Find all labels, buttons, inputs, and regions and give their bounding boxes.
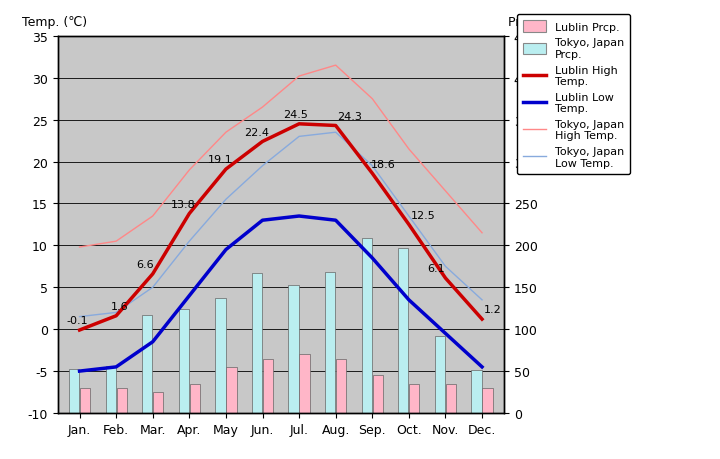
- Bar: [263, 359, 273, 413]
- Text: 6.1: 6.1: [427, 264, 445, 274]
- Legend: Lublin Prcp., Tokyo, Japan
Prcp., Lublin High
Temp., Lublin Low
Temp., Tokyo, Ja: Lublin Prcp., Tokyo, Japan Prcp., Lublin…: [517, 15, 631, 175]
- Bar: [472, 370, 482, 413]
- Text: 6.6: 6.6: [136, 260, 154, 269]
- Bar: [482, 388, 492, 413]
- Bar: [117, 388, 127, 413]
- Bar: [215, 298, 225, 413]
- Text: 13.8: 13.8: [171, 199, 196, 209]
- Bar: [435, 336, 445, 413]
- Bar: [69, 369, 79, 413]
- Text: 12.5: 12.5: [410, 210, 436, 220]
- Text: 24.3: 24.3: [338, 112, 362, 122]
- Bar: [300, 354, 310, 413]
- Text: Temp. (℃): Temp. (℃): [22, 16, 87, 29]
- Text: 24.5: 24.5: [283, 110, 307, 120]
- Bar: [446, 384, 456, 413]
- Bar: [226, 367, 237, 413]
- Bar: [409, 384, 420, 413]
- Bar: [398, 248, 408, 413]
- Text: 18.6: 18.6: [371, 159, 395, 169]
- Bar: [189, 384, 200, 413]
- Bar: [325, 273, 336, 413]
- Text: -0.1: -0.1: [67, 316, 89, 325]
- Bar: [179, 309, 189, 413]
- Bar: [289, 285, 299, 413]
- Text: 1.6: 1.6: [111, 302, 128, 311]
- Text: 1.2: 1.2: [484, 305, 502, 315]
- Text: Prcp. (mm): Prcp. (mm): [508, 16, 577, 29]
- Bar: [153, 392, 163, 413]
- Bar: [252, 274, 262, 413]
- Text: 22.4: 22.4: [244, 128, 269, 137]
- Bar: [142, 315, 153, 413]
- Bar: [80, 388, 90, 413]
- Bar: [106, 366, 116, 413]
- Bar: [361, 238, 372, 413]
- Bar: [336, 359, 346, 413]
- Bar: [373, 375, 383, 413]
- Text: 19.1: 19.1: [207, 155, 233, 165]
